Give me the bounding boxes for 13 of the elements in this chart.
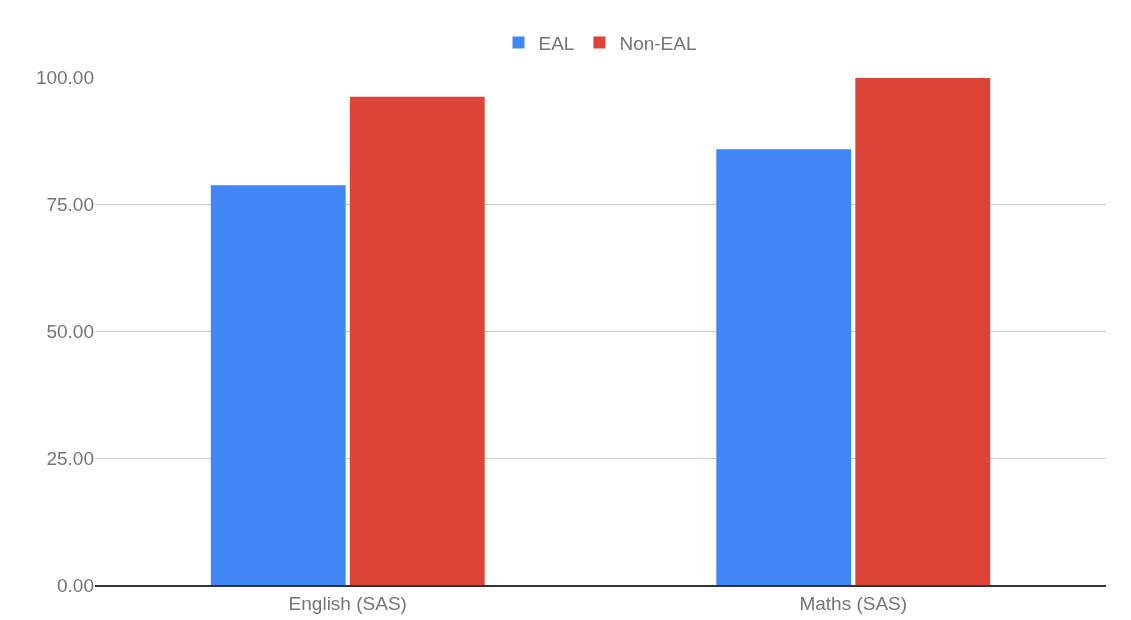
- x-tick-label: English (SAS): [288, 592, 407, 614]
- bar: [349, 96, 485, 585]
- bar: [716, 149, 852, 585]
- legend-label: Non-EAL: [619, 33, 697, 55]
- y-tick-label: 0.00: [57, 574, 94, 596]
- bar: [855, 78, 991, 585]
- bar: [210, 185, 346, 585]
- y-tick-label: 75.00: [46, 193, 94, 215]
- y-tick-label: 25.00: [46, 447, 94, 469]
- x-tick-label: Maths (SAS): [799, 592, 908, 614]
- legend-label: EAL: [538, 33, 575, 55]
- y-tick-label: 50.00: [46, 320, 94, 342]
- y-tick-label: 100.00: [35, 66, 94, 88]
